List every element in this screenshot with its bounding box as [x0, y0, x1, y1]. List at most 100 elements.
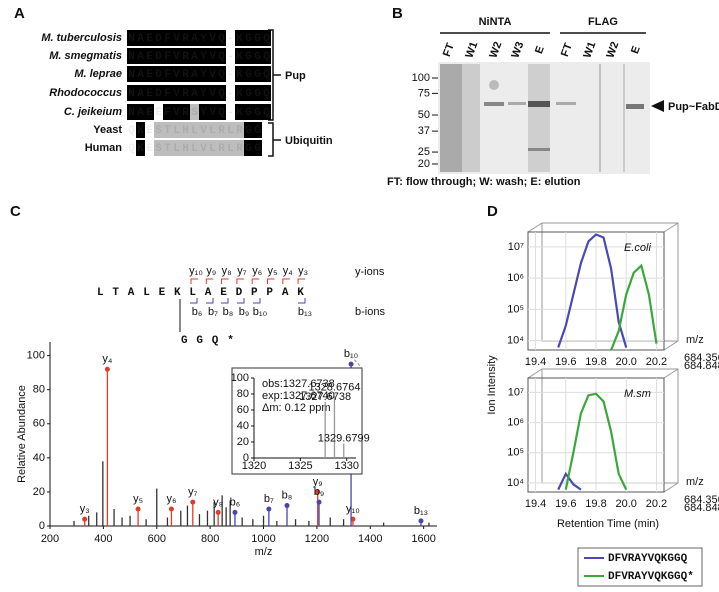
b-ion-bracket — [206, 298, 214, 304]
lane-label: W1 — [463, 40, 480, 60]
marker-label: 25 — [418, 146, 430, 158]
y-tick-label: 60 — [237, 404, 249, 416]
peptide-branch: GGQ* — [181, 335, 243, 347]
residue-cell — [199, 85, 208, 101]
y-tick-label: 10⁶ — [507, 272, 524, 284]
lane-label: W2 — [604, 40, 621, 60]
y-tick-label: 60 — [33, 418, 45, 430]
peak-dot — [348, 361, 354, 367]
marker-label: 75 — [418, 87, 430, 99]
residue-cell — [136, 104, 145, 120]
residue-cell — [163, 66, 172, 82]
residue-cell — [163, 122, 172, 138]
b-ion-bracket — [190, 298, 198, 304]
y-ion-bracket — [267, 278, 275, 284]
gel-image — [438, 62, 650, 174]
residue-cell — [145, 122, 154, 138]
residue-cell — [235, 85, 244, 101]
x-tick-label: 600 — [148, 533, 166, 545]
residue-cell — [181, 48, 190, 64]
residue-cell — [127, 48, 136, 64]
residue-cell — [208, 66, 217, 82]
x-tick-label: 1325 — [288, 460, 312, 472]
x-tick-label: 19.6 — [555, 356, 576, 368]
gel-group: FLAG — [588, 16, 618, 28]
residue-cell — [136, 30, 145, 46]
residue-cell — [244, 66, 253, 82]
y-tick-label: 10⁷ — [508, 241, 524, 253]
residue-cell — [253, 48, 262, 64]
y-axis-title: Relative Abundance — [16, 385, 28, 483]
sequence: QKESTLHLVLRLRGG — [128, 125, 263, 137]
peak-label: b₁₃ — [414, 505, 428, 517]
residue-cell — [253, 104, 262, 120]
lane-label: E — [533, 44, 547, 55]
residue-cell — [190, 85, 199, 101]
y-ion-bracket — [190, 278, 198, 284]
marker-label: 100 — [412, 72, 430, 84]
residue-cell — [253, 140, 262, 156]
residue-cell — [253, 30, 262, 46]
panel-label: A — [14, 5, 25, 22]
y-ion-label: y₄ — [283, 265, 294, 277]
lane-label: W3 — [509, 40, 526, 60]
peak-label: b₈ — [282, 489, 293, 501]
residue-cell — [172, 140, 181, 156]
residue-cell — [217, 104, 226, 120]
y-tick-label: 20 — [33, 486, 45, 498]
residue-cell — [226, 30, 235, 46]
peak-label: b₁₀ — [344, 348, 358, 360]
y-ion-label: y₃ — [298, 265, 308, 277]
frame-3d — [527, 368, 679, 493]
x-tick-label: 20.2 — [646, 498, 667, 510]
b-ion-label: b₇ — [208, 306, 218, 318]
y-ion-label: y₇ — [237, 265, 247, 277]
residue-cell — [145, 140, 154, 156]
residue-cell — [262, 48, 271, 64]
peak-label: y₅ — [133, 493, 143, 505]
residue-cell — [217, 66, 226, 82]
y-tick-label: 20 — [237, 436, 249, 448]
x-tick-label: 1000 — [251, 533, 275, 545]
peak-dot — [316, 499, 322, 505]
peak-label: y₄ — [102, 353, 113, 365]
residue-cell — [208, 122, 217, 138]
sequence: NAEEFVRSYVQ-KGGQ — [128, 107, 272, 119]
residue-cell — [253, 85, 262, 101]
species-name: C. jeikeium — [64, 106, 122, 118]
residue-cell — [181, 30, 190, 46]
residue-cell — [145, 48, 154, 64]
panel-label: C — [10, 203, 21, 220]
residue-cell — [253, 122, 262, 138]
peak-dot — [418, 518, 424, 524]
x-tick-label: 19.8 — [585, 498, 606, 510]
residue-cell — [136, 140, 145, 156]
residue-cell — [262, 85, 271, 101]
residue-cell — [190, 140, 199, 156]
z-tick-label: 684.3562 — [684, 352, 719, 364]
residue-cell — [145, 85, 154, 101]
residue-cell — [208, 104, 217, 120]
residue-cell — [145, 30, 154, 46]
b-ion-bracket — [221, 298, 229, 304]
x-tick-label: 800 — [201, 533, 219, 545]
residue-cell — [136, 66, 145, 82]
peak-dot — [284, 503, 290, 509]
gel-caption: FT: flow through; W: wash; E: elution — [387, 176, 581, 188]
residue-cell — [235, 30, 244, 46]
lane-label: W2 — [487, 40, 504, 60]
band-arrow — [651, 100, 664, 112]
species-name: M. leprae — [74, 68, 122, 80]
b-ion-bracket — [298, 298, 306, 304]
plot-annotation: E.coli — [624, 242, 651, 254]
z-axis-title: m/z — [686, 476, 704, 488]
marker-label: 50 — [418, 109, 430, 121]
residue-cell — [244, 140, 253, 156]
y-tick-label: 0 — [39, 520, 45, 532]
residue-cell — [163, 140, 172, 156]
ion-title: b-ions — [355, 306, 385, 318]
y-ion-label: y₅ — [268, 265, 278, 277]
residue-cell — [154, 140, 163, 156]
